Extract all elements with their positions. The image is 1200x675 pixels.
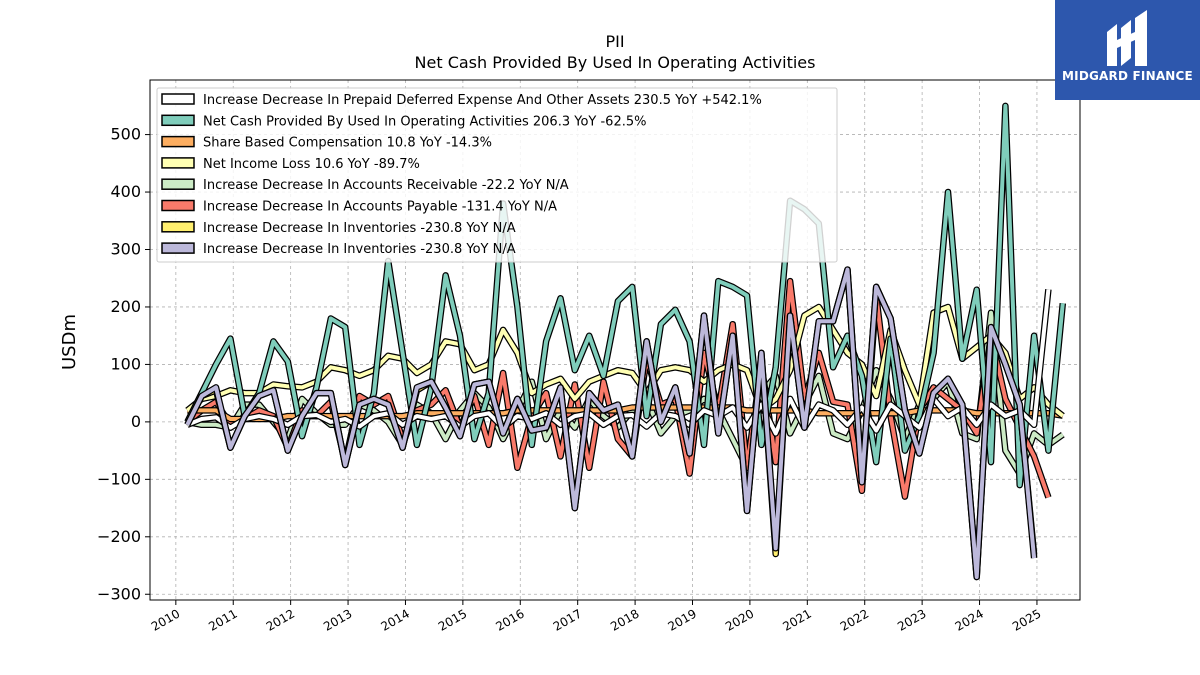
legend-label: Share Based Compensation 10.8 YoY -14.3%: [203, 136, 492, 151]
x-tick-label: 2020: [723, 606, 756, 633]
legend-swatch: [161, 178, 195, 190]
legend-item: Increase Decrease In Accounts Receivable…: [161, 178, 569, 193]
y-tick-label: 400: [110, 182, 141, 201]
legend-swatch: [161, 242, 195, 254]
legend-label: Net Income Loss 10.6 YoY -89.7%: [203, 157, 420, 172]
legend: Increase Decrease In Prepaid Deferred Ex…: [156, 87, 838, 263]
legend-swatch: [161, 157, 195, 169]
brand-name: MIDGARD FINANCE: [1062, 69, 1193, 83]
legend-swatch: [161, 221, 195, 233]
series-line-stroke: [186, 305, 1065, 418]
y-tick-label: 500: [110, 125, 141, 144]
y-tick-label: 0: [131, 412, 141, 431]
y-tick-label: 300: [110, 240, 141, 259]
legend-label: Increase Decrease In Inventories -230.8 …: [203, 221, 516, 236]
x-tick-label: 2021: [780, 606, 813, 633]
x-tick-label: 2025: [1010, 606, 1043, 633]
chart-title: PII: [605, 32, 624, 51]
y-tick-label: 100: [110, 354, 141, 373]
legend-swatch: [161, 199, 195, 212]
series-line: [185, 303, 1065, 419]
brand-mark-icon: [1107, 10, 1147, 66]
series-line: [184, 266, 1038, 581]
x-tick-label: 2011: [206, 606, 239, 633]
y-axis-ticks: −300 −200 −100 0 100 200 300 400 500: [97, 125, 150, 603]
y-tick-label: −100: [97, 469, 141, 488]
x-tick-label: 2024: [953, 606, 986, 633]
plot-frame: [149, 79, 1081, 601]
legend-swatch: [161, 93, 195, 105]
x-tick-label: 2015: [436, 606, 469, 633]
legend-item: Increase Decrease In Inventories -230.8 …: [161, 242, 516, 257]
legend-item: Increase Decrease In Inventories -230.8 …: [161, 221, 516, 236]
x-tick-label: 2016: [493, 606, 526, 633]
x-tick-label: 2022: [838, 606, 871, 633]
y-axis-label: USDm: [59, 314, 80, 370]
legend-label: Increase Decrease In Prepaid Deferred Ex…: [203, 93, 762, 108]
legend-item: Share Based Compensation 10.8 YoY -14.3%: [161, 135, 492, 151]
x-tick-label: 2012: [264, 606, 297, 633]
y-tick-label: −300: [97, 584, 141, 603]
x-tick-label: 2014: [379, 606, 412, 633]
legend-label: Net Cash Provided By Used In Operating A…: [203, 114, 646, 129]
legend-swatch: [161, 135, 195, 148]
legend-label: Increase Decrease In Accounts Receivable…: [203, 178, 569, 193]
brand-logo: MIDGARD FINANCE: [1055, 0, 1200, 100]
legend-label: Increase Decrease In Accounts Payable -1…: [203, 200, 557, 215]
legend-label: Increase Decrease In Inventories -230.8 …: [203, 242, 516, 257]
legend-item: Increase Decrease In Prepaid Deferred Ex…: [161, 93, 762, 108]
x-tick-label: 2018: [608, 606, 641, 633]
x-tick-label: 2019: [666, 606, 699, 633]
y-tick-label: 200: [110, 297, 141, 316]
series-lines: [184, 102, 1067, 581]
legend-item: Net Income Loss 10.6 YoY -89.7%: [161, 157, 420, 172]
x-tick-label: 2017: [551, 606, 584, 633]
legend-swatch: [161, 114, 195, 127]
x-tick-label: 2023: [895, 606, 928, 633]
y-tick-label: −200: [97, 527, 141, 546]
legend-box: [156, 87, 838, 263]
x-axis-ticks: 2010 2011 2012 2013 2014 2015 2016 2017 2018 2019…: [149, 600, 1043, 634]
legend-item: Net Cash Provided By Used In Operating A…: [161, 114, 646, 129]
chart-subtitle: Net Cash Provided By Used In Operating A…: [415, 53, 816, 72]
x-tick-label: 2010: [149, 606, 182, 633]
x-tick-label: 2013: [321, 606, 354, 633]
legend-item: Increase Decrease In Accounts Payable -1…: [161, 199, 557, 215]
series-line-stroke: [185, 267, 1037, 579]
